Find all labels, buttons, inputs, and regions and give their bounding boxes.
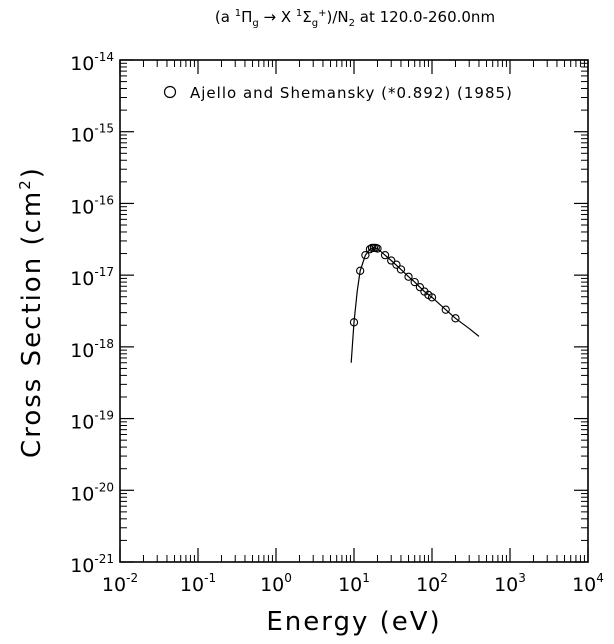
y-tick-labels: 10-14 10-15 10-16 10-17 10-18 10-19 10-20 10-21: [70, 50, 114, 577]
data-point: [396, 265, 406, 274]
axis-ticks: [119, 59, 589, 563]
data-point: [404, 272, 413, 281]
x-tick-label: 101: [338, 571, 370, 596]
data-point: [451, 314, 460, 323]
x-tick-label: 10-2: [102, 571, 138, 596]
data-point: [356, 266, 365, 275]
data-point: [373, 244, 382, 253]
y-tick-label: 10-15: [70, 122, 114, 147]
data-point: [361, 251, 370, 260]
y-tick-label: 10-20: [70, 480, 114, 505]
fit-curve: [350, 247, 480, 363]
legend-label: Ajello and Shemansky (*0.892) (1985): [190, 84, 513, 102]
x-axis-label: Energy (eV): [266, 607, 441, 637]
y-tick-label: 10-14: [70, 50, 114, 75]
x-tick-label: 103: [494, 571, 526, 596]
data-point: [380, 251, 390, 260]
y-tick-label: 10-17: [70, 265, 114, 290]
y-tick-label: 10-18: [70, 337, 114, 362]
y-tick-label: 10-21: [70, 552, 114, 577]
data-point: [392, 260, 401, 269]
data-point: [441, 305, 450, 314]
x-tick-label: 100: [260, 571, 292, 596]
chart-title: (a 1Πg → X 1Σg+)/N2 at 120.0-260.0nm: [215, 8, 495, 29]
y-tick-label: 10-19: [70, 409, 114, 434]
y-tick-label: 10-16: [70, 193, 114, 218]
plot-frame: [119, 59, 589, 563]
x-tick-label: 102: [416, 571, 448, 596]
legend-marker-icon: [163, 85, 177, 99]
fit-curve-line: [350, 247, 480, 363]
x-tick-labels: 10-2 10-1 100 101 102 103 104: [102, 571, 604, 596]
data-points: [349, 243, 460, 327]
data-point: [387, 256, 396, 265]
legend: Ajello and Shemansky (*0.892) (1985): [163, 84, 513, 102]
x-tick-label: 10-1: [180, 571, 216, 596]
y-axis-label: Cross Section (cm2): [16, 166, 47, 458]
x-tick-label: 104: [572, 571, 604, 596]
data-point: [410, 277, 419, 287]
data-point: [427, 293, 437, 302]
data-point: [415, 283, 425, 292]
data-point: [349, 318, 359, 327]
